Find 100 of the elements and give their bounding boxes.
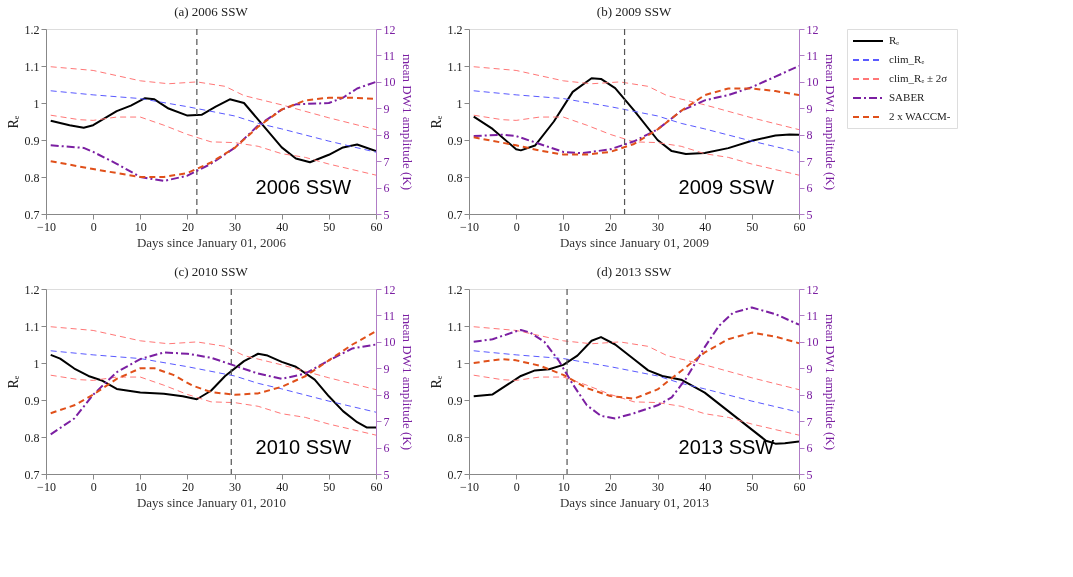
y-axis-title: Rₑ bbox=[5, 375, 21, 389]
y-tick-label: 0.7 bbox=[24, 207, 40, 222]
legend-label: Rₑ bbox=[889, 34, 900, 46]
line-series bbox=[472, 306, 799, 420]
y-tick-label: 0.9 bbox=[447, 133, 463, 148]
chart-title: (d) 2013 SSW bbox=[596, 264, 672, 279]
y2-tick-label: 5 bbox=[383, 207, 390, 222]
x-tick-label: 20 bbox=[604, 219, 617, 234]
y2-tick-label: 7 bbox=[383, 414, 390, 429]
x-tick-label: −10 bbox=[460, 479, 479, 494]
y2-axis-title: mean DW1 amplitude (K) bbox=[399, 53, 415, 191]
line-series bbox=[50, 326, 376, 391]
legend-label: SABER bbox=[889, 91, 926, 103]
line-series bbox=[50, 114, 376, 176]
y-tick-label: 0.7 bbox=[447, 467, 463, 482]
line-series bbox=[473, 114, 799, 176]
y2-tick-label: 5 bbox=[806, 467, 813, 482]
x-axis-title: Days since January 01, 2006 bbox=[136, 234, 287, 250]
x-tick-label: −10 bbox=[37, 479, 56, 494]
y2-tick-label: 8 bbox=[806, 128, 813, 143]
y2-axis-title: mean DW1 amplitude (K) bbox=[822, 313, 838, 451]
y-tick-label: 1.1 bbox=[447, 319, 463, 334]
y-tick-label: 0.8 bbox=[447, 430, 463, 445]
y-tick-label: 1 bbox=[33, 356, 40, 371]
x-tick-label: 60 bbox=[793, 479, 806, 494]
x-tick-label: 40 bbox=[699, 479, 712, 494]
x-tick-label: −10 bbox=[460, 219, 479, 234]
x-tick-label: 30 bbox=[229, 219, 242, 234]
line-series bbox=[50, 350, 376, 413]
y2-tick-label: 5 bbox=[383, 467, 390, 482]
line-series bbox=[49, 96, 376, 178]
line-series bbox=[473, 66, 799, 131]
y2-tick-label: 10 bbox=[383, 75, 396, 90]
line-series bbox=[49, 330, 376, 415]
y2-tick-label: 10 bbox=[383, 335, 396, 350]
y2-tick-label: 10 bbox=[806, 335, 819, 350]
y-tick-label: 0.8 bbox=[24, 430, 40, 445]
x-tick-label: 10 bbox=[134, 219, 147, 234]
line-series bbox=[49, 97, 376, 164]
y-tick-label: 1.2 bbox=[24, 22, 40, 37]
y2-tick-label: 12 bbox=[806, 22, 819, 37]
line-series bbox=[473, 326, 799, 391]
y2-tick-label: 5 bbox=[806, 207, 813, 222]
y-tick-label: 1 bbox=[456, 96, 463, 111]
y2-tick-label: 9 bbox=[383, 101, 390, 116]
y2-tick-label: 9 bbox=[806, 101, 813, 116]
y-tick-label: 1.1 bbox=[24, 59, 40, 74]
x-tick-label: 40 bbox=[699, 219, 712, 234]
line-series bbox=[50, 90, 376, 153]
line-series bbox=[50, 374, 376, 436]
legend-label: clim_Rₑ bbox=[889, 53, 925, 65]
y2-tick-label: 11 bbox=[383, 308, 396, 323]
y2-axis-title: mean DW1 amplitude (K) bbox=[822, 53, 838, 191]
y2-axis-title: mean DW1 amplitude (K) bbox=[399, 313, 415, 451]
x-tick-label: 30 bbox=[229, 479, 242, 494]
legend-label: 2 x WACCM- bbox=[889, 110, 951, 122]
y2-tick-label: 12 bbox=[806, 282, 819, 297]
x-tick-label: 30 bbox=[652, 219, 665, 234]
y-tick-label: 0.7 bbox=[24, 467, 40, 482]
y2-tick-label: 6 bbox=[383, 181, 390, 196]
x-tick-label: 50 bbox=[746, 479, 759, 494]
line-series bbox=[50, 66, 376, 131]
line-series bbox=[49, 352, 376, 429]
line-series bbox=[472, 331, 799, 400]
x-axis-title: Days since January 01, 2013 bbox=[559, 494, 710, 510]
y2-tick-label: 6 bbox=[383, 441, 390, 456]
x-tick-label: 10 bbox=[557, 479, 570, 494]
x-tick-label: 10 bbox=[134, 479, 147, 494]
y2-tick-label: 6 bbox=[806, 441, 813, 456]
y-tick-label: 0.9 bbox=[24, 133, 40, 148]
x-tick-label: 50 bbox=[323, 479, 336, 494]
x-tick-label: 0 bbox=[90, 479, 97, 494]
chart-title: (a) 2006 SSW bbox=[174, 4, 249, 19]
annotation: 2009 SSW bbox=[678, 176, 775, 199]
y-tick-label: 0.9 bbox=[447, 393, 463, 408]
x-tick-label: 60 bbox=[370, 219, 383, 234]
y-axis-title: Rₑ bbox=[428, 375, 444, 389]
line-series bbox=[49, 343, 376, 436]
x-tick-label: 40 bbox=[276, 219, 289, 234]
chart-title: (c) 2010 SSW bbox=[174, 264, 249, 279]
x-tick-label: 30 bbox=[652, 479, 665, 494]
x-tick-label: 20 bbox=[181, 479, 194, 494]
line-series bbox=[49, 80, 376, 182]
y2-tick-label: 7 bbox=[806, 154, 813, 169]
annotation: 2010 SSW bbox=[255, 436, 352, 459]
y2-tick-label: 7 bbox=[383, 154, 390, 169]
y-tick-label: 1.1 bbox=[24, 319, 40, 334]
y2-tick-label: 11 bbox=[383, 48, 396, 63]
y-tick-label: 1.2 bbox=[447, 22, 463, 37]
line-series bbox=[473, 350, 799, 413]
chart-title: (b) 2009 SSW bbox=[596, 4, 672, 19]
y-axis-title: Rₑ bbox=[5, 115, 21, 129]
y-tick-label: 1.1 bbox=[447, 59, 463, 74]
x-tick-label: 40 bbox=[276, 479, 289, 494]
y-tick-label: 0.8 bbox=[447, 170, 463, 185]
y2-tick-label: 8 bbox=[806, 388, 813, 403]
x-tick-label: 20 bbox=[181, 219, 194, 234]
legend-label: clim_Rₑ ± 2σ bbox=[889, 72, 948, 84]
y-tick-label: 1.2 bbox=[24, 282, 40, 297]
x-tick-label: 10 bbox=[557, 219, 570, 234]
